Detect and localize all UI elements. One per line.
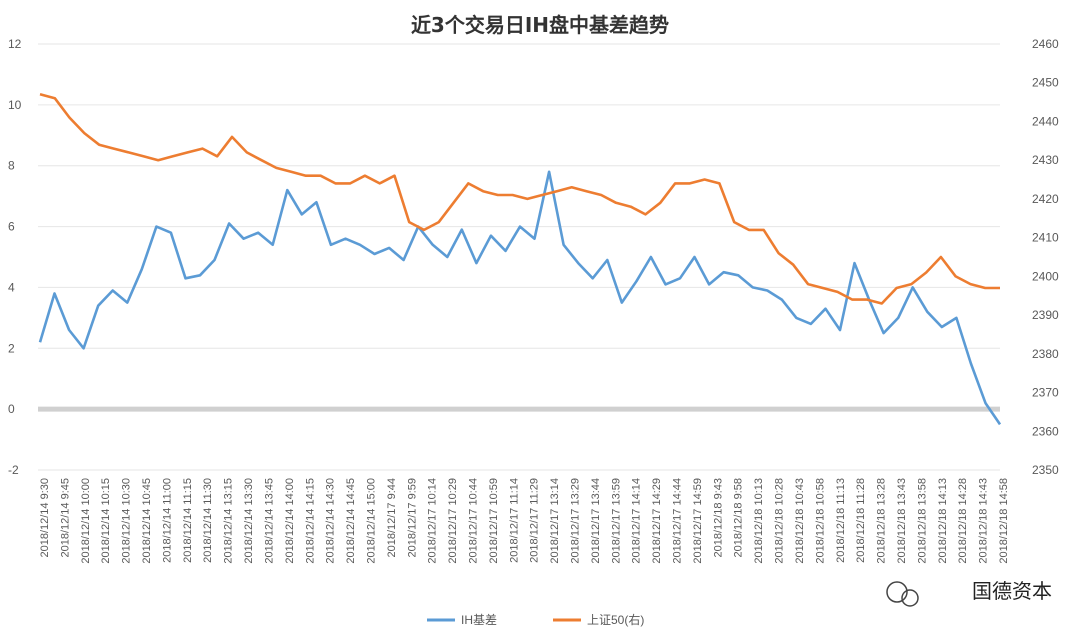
- x-axis-tick: 2018/12/17 11:29: [529, 478, 541, 563]
- x-axis: 2018/12/14 9:30 2018/12/14 9:45 2018/12/14…: [39, 478, 1010, 564]
- x-axis-tick: 2018/12/14 14:00: [284, 478, 296, 564]
- x-axis-tick: 2018/12/17 9:59: [406, 478, 418, 558]
- x-axis-tick: 2018/12/14 10:00: [80, 478, 92, 564]
- x-axis-tick: 2018/12/18 13:58: [916, 478, 928, 564]
- x-axis-tick: 2018/12/14 13:45: [263, 478, 275, 564]
- series-line-ih-basis: [38, 170, 1002, 426]
- x-axis-tick: 2018/12/14 9:30: [39, 478, 51, 558]
- chart-title: 近3个交易日IH盘中基差趋势: [411, 13, 669, 37]
- x-axis-tick: 2018/12/18 11:28: [855, 478, 867, 563]
- x-axis-tick: 2018/12/18 14:28: [957, 478, 969, 564]
- left-axis-tick: 10: [8, 98, 22, 112]
- left-axis-tick: 2: [8, 341, 15, 355]
- x-axis-tick: 2018/12/18 10:28: [774, 478, 786, 564]
- x-axis-tick: 2018/12/18 13:28: [876, 478, 888, 564]
- right-axis-tick: 2460: [1032, 37, 1059, 51]
- right-axis-tick: 2370: [1032, 386, 1059, 400]
- x-axis-tick: 2018/12/18 14:43: [978, 478, 990, 564]
- x-axis-tick: 2018/12/18 14:13: [937, 478, 949, 564]
- legend-label-sse50: 上证50(右): [587, 612, 644, 627]
- x-axis-tick: 2018/12/17 14:14: [631, 478, 643, 564]
- left-axis-tick: 4: [8, 280, 15, 294]
- watermark-text: 国德资本: [972, 579, 1052, 603]
- wechat-icon-bubble: [901, 589, 919, 607]
- x-axis-tick: 2018/12/18 10:13: [753, 478, 765, 564]
- x-axis-tick: 2018/12/18 14:58: [998, 478, 1010, 564]
- x-axis-tick: 2018/12/14 13:15: [223, 478, 235, 564]
- x-axis-tick: 2018/12/17 10:29: [447, 478, 459, 564]
- x-axis-tick: 2018/12/17 13:59: [610, 478, 622, 564]
- left-axis-tick: 0: [8, 402, 15, 416]
- right-axis-tick: 2420: [1032, 192, 1059, 206]
- right-y-axis: 2350 2360 2370 2380 2390 2400 2410 2420 2430 2440…: [1032, 37, 1059, 477]
- x-axis-tick: 2018/12/14 11:15: [182, 478, 194, 563]
- legend: IH基差 上证50(右): [427, 612, 644, 627]
- right-axis-tick: 2410: [1032, 231, 1059, 245]
- x-axis-tick: 2018/12/14 15:00: [365, 478, 377, 564]
- x-axis-tick: 2018/12/17 10:59: [488, 478, 500, 564]
- x-axis-tick: 2018/12/17 13:44: [590, 478, 602, 564]
- series-lines: [38, 93, 1002, 426]
- x-axis-tick: 2018/12/14 14:30: [325, 478, 337, 564]
- x-axis-tick: 2018/12/17 14:29: [651, 478, 663, 564]
- right-axis-tick: 2360: [1032, 424, 1059, 438]
- right-axis-tick: 2350: [1032, 463, 1059, 477]
- x-axis-tick: 2018/12/17 13:29: [570, 478, 582, 564]
- x-axis-tick: 2018/12/17 13:14: [549, 478, 561, 564]
- x-axis-tick: 2018/12/18 11:13: [835, 478, 847, 563]
- watermark: 国德资本: [886, 579, 1052, 607]
- x-axis-tick: 2018/12/17 9:44: [386, 478, 398, 558]
- left-axis-tick: 12: [8, 37, 22, 51]
- right-axis-tick: 2440: [1032, 114, 1059, 128]
- right-axis-tick: 2400: [1032, 269, 1059, 283]
- x-axis-tick: 2018/12/18 10:43: [794, 478, 806, 564]
- x-axis-tick: 2018/12/18 10:58: [814, 478, 826, 564]
- x-axis-tick: 2018/12/14 14:15: [304, 478, 316, 564]
- left-y-axis: -2 0 2 4 6 8 10 12: [8, 37, 22, 477]
- x-axis-tick: 2018/12/17 10:14: [427, 478, 439, 564]
- legend-label-ih-basis: IH基差: [461, 613, 497, 627]
- x-axis-tick: 2018/12/14 10:30: [121, 478, 133, 564]
- series-line-sse50: [39, 93, 1000, 305]
- x-axis-tick: 2018/12/14 9:45: [59, 478, 71, 558]
- x-axis-tick: 2018/12/18 9:43: [712, 478, 724, 558]
- x-axis-tick: 2018/12/14 11:00: [161, 478, 173, 563]
- x-axis-tick: 2018/12/18 9:58: [733, 478, 745, 558]
- wechat-icon: [886, 581, 908, 603]
- x-axis-tick: 2018/12/17 14:44: [672, 478, 684, 564]
- left-axis-tick: 8: [8, 159, 15, 173]
- x-axis-tick: 2018/12/14 10:45: [141, 478, 153, 564]
- right-axis-tick: 2430: [1032, 153, 1059, 167]
- x-axis-tick: 2018/12/17 11:14: [508, 478, 520, 563]
- right-axis-tick: 2450: [1032, 76, 1059, 90]
- right-axis-tick: 2390: [1032, 308, 1059, 322]
- left-axis-tick: -2: [8, 463, 19, 477]
- x-axis-tick: 2018/12/14 11:30: [202, 478, 214, 563]
- x-axis-tick: 2018/12/18 13:43: [896, 478, 908, 564]
- x-axis-tick: 2018/12/17 10:44: [467, 478, 479, 564]
- x-axis-tick: 2018/12/14 14:45: [345, 478, 357, 564]
- left-axis-tick: 6: [8, 220, 15, 234]
- gridlines: [38, 43, 1000, 471]
- x-axis-tick: 2018/12/14 13:30: [243, 478, 255, 564]
- x-axis-tick: 2018/12/17 14:59: [692, 478, 704, 564]
- x-axis-tick: 2018/12/14 10:15: [100, 478, 112, 564]
- right-axis-tick: 2380: [1032, 347, 1059, 361]
